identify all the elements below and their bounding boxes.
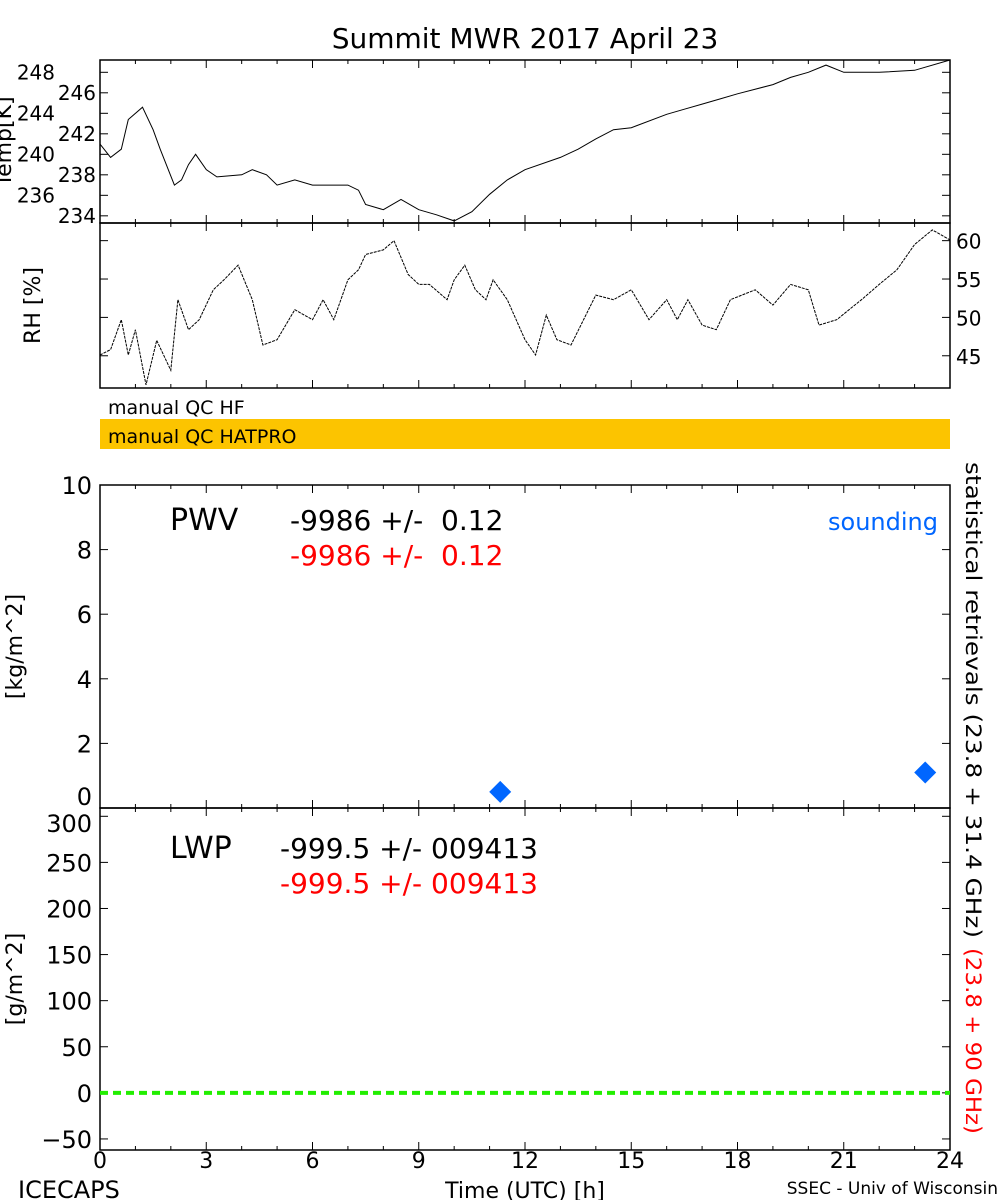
pwv-ytick-label: 10 xyxy=(61,472,92,500)
rh-ylabel: RH [%] xyxy=(21,267,46,344)
xtick-label: 3 xyxy=(199,1149,213,1174)
lwp-ytick-label: 100 xyxy=(46,988,92,1016)
xtick-label: 18 xyxy=(724,1149,752,1174)
lwp-stat-black: -999.5 +/- 009413 xyxy=(280,832,538,865)
lwp-ytick-label: 0 xyxy=(77,1080,92,1108)
pwv-stat-red: -9986 +/- 0.12 xyxy=(290,539,503,572)
temp-ytick-label: 242 xyxy=(58,122,96,146)
pwv-ytick-label: 6 xyxy=(77,601,92,629)
xtick-label: 15 xyxy=(617,1149,645,1174)
temp-ytick-label: 238 xyxy=(58,163,96,187)
pwv-ytick-label: 0 xyxy=(77,783,92,811)
rh-ytick-label: 50 xyxy=(956,306,981,330)
pwv-ytick-label: 8 xyxy=(77,537,92,565)
x-axis-label: Time (UTC) [h] xyxy=(444,1179,605,1200)
chart-title: Summit MWR 2017 April 23 xyxy=(332,22,719,55)
temp-series-line xyxy=(99,59,951,222)
qc-hf-label: manual QC HF xyxy=(108,397,245,419)
sounding-point xyxy=(914,761,937,784)
lwp-label: LWP xyxy=(170,831,232,866)
pwv-ytick-label: 2 xyxy=(77,730,92,758)
right-label-red: (23.8 + 90 GHz) xyxy=(961,948,985,1134)
xtick-label: 24 xyxy=(936,1149,964,1174)
right-label-black: statistical retrievals (23.8 + 31.4 GHz) xyxy=(961,462,985,938)
sounding-point xyxy=(489,780,512,803)
rh-frame xyxy=(99,222,951,389)
temp-ytick-label: 244 xyxy=(17,101,55,125)
temp-frame xyxy=(99,59,951,224)
rh-ytick-label: 55 xyxy=(956,268,981,292)
qc-hatpro-bar xyxy=(100,419,950,449)
temp-ylabel: Temp[K] xyxy=(0,96,17,187)
rh-series-line xyxy=(99,229,951,386)
temp-ytick-label: 248 xyxy=(17,60,55,84)
lwp-stat-red: -999.5 +/- 009413 xyxy=(280,867,538,900)
xtick-label: 21 xyxy=(830,1149,858,1174)
sounding-legend: sounding xyxy=(828,508,938,536)
temp-ytick-label: 246 xyxy=(58,81,96,105)
pwv-stat-black: -9986 +/- 0.12 xyxy=(290,504,503,537)
footer-right: SSEC - Univ of Wisconsin xyxy=(787,1179,998,1199)
pwv-ytick-label: 4 xyxy=(77,666,92,694)
qc-hatpro-label: manual QC HATPRO xyxy=(108,426,297,448)
footer-left: ICECAPS xyxy=(18,1176,120,1200)
temp-ytick-label: 240 xyxy=(17,142,55,166)
temp-ytick-label: 236 xyxy=(17,183,55,207)
lwp-ytick-label: 300 xyxy=(46,810,92,838)
temp-ytick-label: 234 xyxy=(58,204,96,228)
lwp-ytick-label: 200 xyxy=(46,895,92,923)
xtick-label: 12 xyxy=(511,1149,539,1174)
lwp-ytick-label: 150 xyxy=(46,942,92,970)
rh-ytick-label: 45 xyxy=(956,345,981,369)
pwv-ylabel: [kg/m^2] xyxy=(3,594,28,699)
lwp-ytick-label: −50 xyxy=(41,1126,92,1154)
pwv-label: PWV xyxy=(170,503,239,538)
lwp-ytick-label: 250 xyxy=(46,849,92,877)
lwp-ylabel: [g/m^2] xyxy=(3,933,28,1025)
rh-ytick-label: 60 xyxy=(956,230,981,254)
xtick-label: 6 xyxy=(306,1149,320,1174)
xtick-label: 9 xyxy=(412,1149,426,1174)
xtick-label: 0 xyxy=(93,1149,107,1174)
lwp-ytick-label: 50 xyxy=(61,1034,92,1062)
